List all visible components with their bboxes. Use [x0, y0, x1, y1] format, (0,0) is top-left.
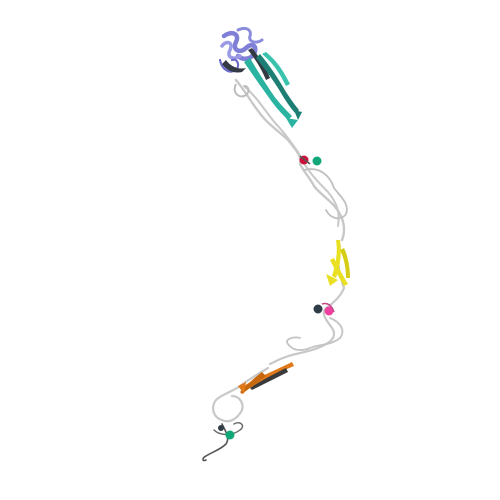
upper-beta-sheet	[222, 48, 302, 128]
ligand-atom-green-lower	[225, 430, 235, 440]
strand-dark-arrowhead	[294, 110, 302, 120]
coil-upper	[234, 78, 346, 242]
strand-dark-2	[248, 48, 270, 80]
coil-top-grey	[233, 83, 250, 98]
strand-orange-1	[242, 362, 294, 392]
n-terminal-domain	[218, 26, 264, 98]
strand-orange-arrowhead	[238, 382, 246, 394]
coil-upper-2	[243, 85, 340, 227]
strand-teal-2	[256, 54, 299, 114]
ligand-middle-bond	[321, 302, 335, 313]
coil-middle-2	[286, 317, 344, 351]
coil-middle	[268, 244, 346, 366]
ligand-atom-green	[312, 156, 322, 166]
coil-terminal	[202, 423, 229, 462]
ligand-atom-pink	[324, 306, 334, 316]
strand-yellow-2	[330, 258, 348, 286]
ligand-upper	[299, 155, 322, 166]
ligand-atom-dark-lower	[218, 425, 224, 431]
strand-teal-1	[244, 58, 292, 120]
helix-purple-2	[220, 40, 242, 60]
strand-orange-2	[240, 372, 266, 394]
ligand-middle	[313, 302, 335, 316]
lower-beta-sheet	[238, 362, 294, 394]
ligand-bond	[299, 155, 311, 165]
coil-terminal-2	[213, 421, 244, 436]
strand-dark-1	[222, 60, 246, 73]
helix-purple-3	[236, 26, 264, 44]
strand-yellow-3	[340, 248, 350, 278]
strand-teal-3	[262, 52, 290, 86]
middle-beta-sheet	[326, 240, 350, 286]
ligand-atom-dark	[313, 304, 323, 314]
backbone-coil	[202, 78, 348, 462]
helix-purple-1	[221, 30, 258, 61]
strand-yellow-arrowhead	[326, 274, 338, 286]
coil-mid-loop	[303, 168, 348, 220]
ligand-lower	[218, 425, 235, 440]
strand-teal-arrowhead	[286, 118, 298, 128]
strand-dark-lower	[250, 368, 288, 390]
